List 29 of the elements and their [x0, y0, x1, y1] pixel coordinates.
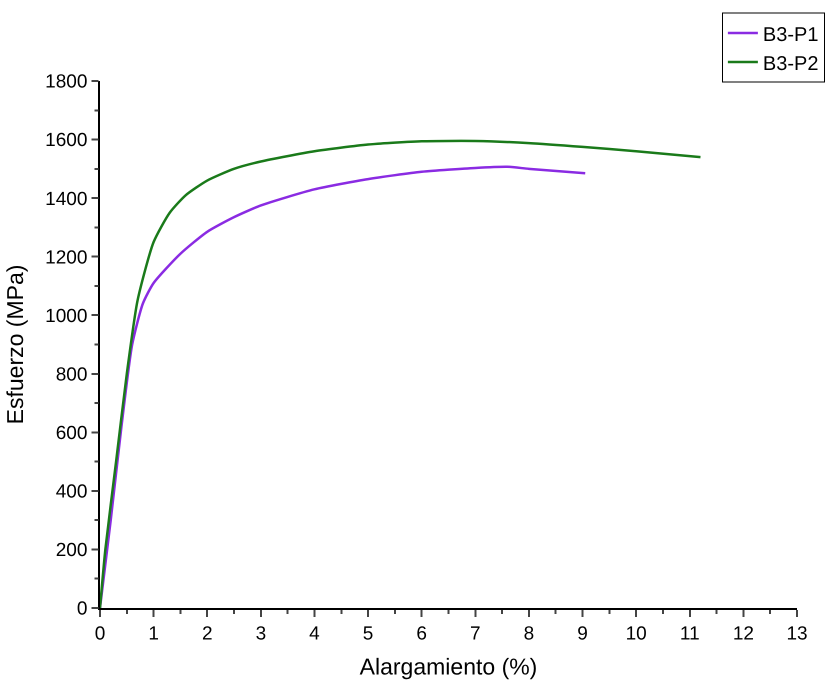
y-axis-title: Esfuerzo (MPa): [2, 264, 28, 424]
x-tick-label: 1: [148, 624, 159, 645]
y-tick-label: 200: [56, 540, 88, 562]
y-tick-label: 1600: [45, 130, 88, 152]
x-tick-label: 7: [470, 624, 481, 645]
x-tick-label: 13: [786, 624, 808, 645]
line-series: [100, 140, 702, 608]
y-tick-label: 800: [56, 364, 88, 386]
x-tick-label: 10: [626, 624, 647, 645]
x-tick-label: 2: [202, 624, 213, 645]
y-tick-label: 1000: [45, 306, 88, 327]
y-tick-label: 600: [56, 422, 88, 444]
x-tick-label: 3: [256, 624, 266, 645]
y-tick-label: 1400: [45, 188, 88, 210]
y-tick-label: 1800: [45, 72, 88, 93]
y-tick-label: 400: [56, 482, 88, 503]
x-tick-label: 8: [524, 624, 534, 645]
x-tick-label: 12: [732, 624, 754, 645]
x-axis-title: Alargamiento (%): [360, 654, 538, 680]
x-tick-label: 11: [680, 624, 700, 645]
x-tick-label: 9: [577, 624, 588, 645]
x-tick-label: 0: [94, 624, 106, 645]
x-tick-label: 4: [309, 624, 320, 645]
legend-label: B3-P1: [762, 24, 818, 46]
x-tick-label: 6: [416, 624, 427, 645]
y-tick-label: 1200: [45, 247, 88, 268]
legend-label: B3-P2: [762, 52, 818, 75]
x-tick-label: 5: [362, 624, 374, 645]
y-tick-label: 0: [76, 598, 88, 620]
